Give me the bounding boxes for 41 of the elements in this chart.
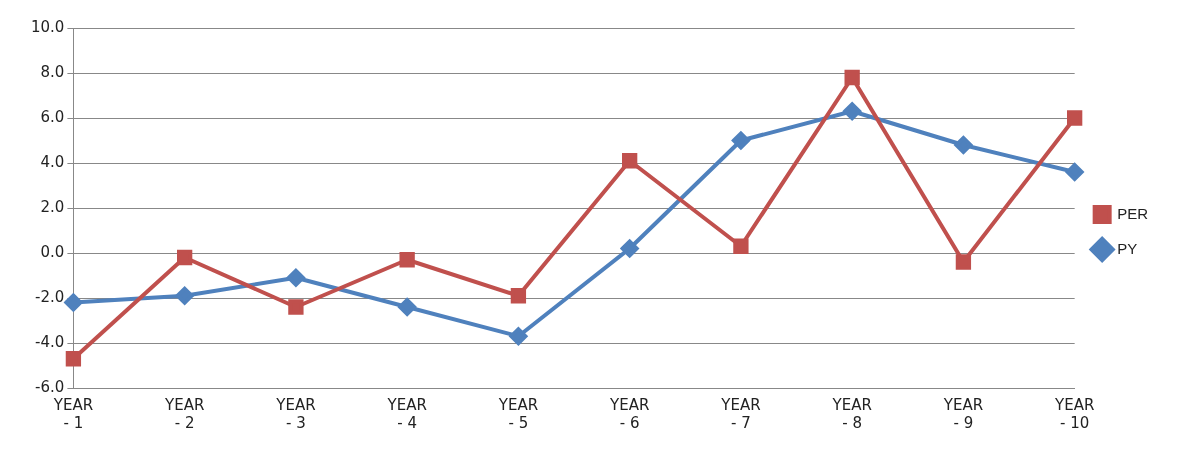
y-tick-label: 2.0 [40,197,65,216]
x-tick-label: YEAR - 6 [608,395,650,432]
x-tick-label: YEAR - 1 [52,395,94,432]
point [622,153,638,169]
point [1065,163,1084,181]
legend-label: PER [1117,204,1149,222]
x-tick-label: YEAR - 10 [1053,395,1095,432]
point [288,299,304,315]
point [954,136,973,154]
point [509,327,528,346]
y-tick-label: 0.0 [40,242,65,261]
point [399,252,415,268]
point [844,69,860,86]
point [843,102,862,121]
x-tick-label: YEAR - 8 [831,395,872,432]
point [176,249,193,266]
x-tick-label: YEAR - 3 [275,395,316,432]
point [286,268,305,287]
y-tick-label: 10.0 [30,17,65,36]
point [398,298,417,316]
y-tick-label: -6.0 [35,377,65,396]
y-tick-label: 6.0 [40,107,65,126]
x-tick-label: YEAR - 9 [942,395,984,432]
x-tick-label: YEAR - 7 [720,395,761,432]
point [733,238,749,254]
y-tick-label: -2.0 [35,287,65,306]
point [955,254,972,270]
point [1067,110,1083,126]
y-tick-label: -4.0 [35,332,65,351]
point [620,239,639,258]
point [510,288,527,304]
x-tick-label: YEAR - 5 [497,395,539,432]
point [175,286,194,305]
x-tick-label: YEAR - 2 [163,395,205,432]
legend-label: PY [1117,239,1138,257]
y-tick-label: 4.0 [40,152,65,171]
point [65,351,82,367]
point [64,293,83,312]
y-tick-label: 8.0 [40,62,65,81]
x-tick-label: YEAR - 4 [386,395,427,432]
point [731,131,750,150]
